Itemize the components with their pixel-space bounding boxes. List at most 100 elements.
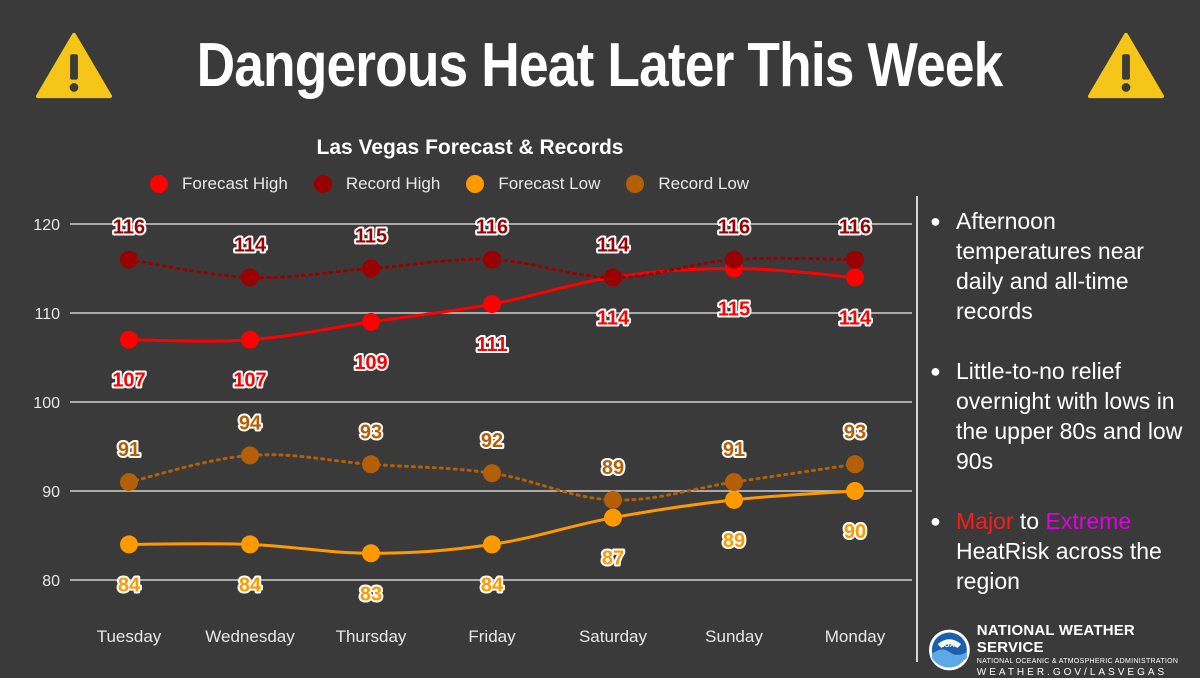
data-point xyxy=(241,446,259,465)
data-label: 114 xyxy=(597,307,630,329)
data-label: 84 xyxy=(239,574,262,596)
legend-label: Record Low xyxy=(658,174,750,193)
data-label: 91 xyxy=(118,439,140,461)
noaa-logo-text: NOAA xyxy=(939,642,959,649)
bullet-icon: ● xyxy=(930,211,941,231)
data-label: 89 xyxy=(723,530,745,552)
data-point xyxy=(604,268,622,287)
legend-swatch xyxy=(313,175,332,193)
data-label: 115 xyxy=(718,299,750,321)
y-tick-label: 80 xyxy=(42,573,60,590)
bullet-icon: ● xyxy=(930,361,941,381)
note-connector: to xyxy=(1013,508,1046,534)
nws-subtitle: NATIONAL OCEANIC & ATMOSPHERIC ADMINISTR… xyxy=(976,658,1179,665)
data-label: 84 xyxy=(481,574,504,596)
data-point xyxy=(846,455,864,474)
y-tick-label: 90 xyxy=(42,484,60,501)
note-item: ● Little-to-no relief overnight with low… xyxy=(930,356,1192,476)
note-text: Little-to-no relief overnight with lows … xyxy=(956,358,1183,474)
note-item: ● Afternoon temperatures near daily and … xyxy=(930,206,1192,326)
data-point xyxy=(846,482,864,500)
x-tick-label: Monday xyxy=(825,627,886,646)
legend-item: Record Low xyxy=(626,174,749,194)
data-label: 93 xyxy=(844,421,866,443)
data-point xyxy=(483,464,501,483)
x-tick-label: Friday xyxy=(468,627,516,646)
data-point xyxy=(483,250,501,269)
y-tick-label: 120 xyxy=(33,217,60,234)
data-point xyxy=(362,544,380,563)
x-tick-label: Thursday xyxy=(336,627,407,646)
data-point xyxy=(241,268,259,287)
legend-item: Forecast Low xyxy=(466,174,600,194)
legend-item: Forecast High xyxy=(150,174,288,194)
data-label: 107 xyxy=(112,370,145,392)
data-label: 115 xyxy=(355,226,387,248)
heatrisk-major: Major xyxy=(956,508,1014,534)
data-point xyxy=(725,250,743,269)
legend-label: Forecast Low xyxy=(498,174,601,193)
x-tick-label: Sunday xyxy=(705,627,763,646)
chart-plot: 80 90 100 110 120 Tuesday Wednesday Thursday Fri… xyxy=(33,215,912,646)
x-tick-label: Tuesday xyxy=(97,627,162,646)
data-point xyxy=(604,508,622,527)
data-point xyxy=(846,250,864,269)
data-point xyxy=(725,490,743,509)
data-label: 92 xyxy=(481,430,503,452)
chart-legend: Forecast High Record High Forecast Low Reco… xyxy=(150,172,775,196)
data-label: 84 xyxy=(118,574,141,596)
note-rest: HeatRisk across the region xyxy=(956,538,1162,594)
data-point xyxy=(362,312,380,331)
data-point xyxy=(362,259,380,278)
chart-title: Las Vegas Forecast & Records xyxy=(316,136,624,159)
heatrisk-extreme: Extreme xyxy=(1045,508,1132,534)
data-point xyxy=(241,330,259,349)
data-label: 111 xyxy=(476,334,507,356)
data-label: 116 xyxy=(113,217,145,239)
data-point xyxy=(120,473,138,492)
data-label: 114 xyxy=(839,307,872,329)
data-label: 91 xyxy=(723,439,745,461)
legend-item: Record High xyxy=(313,174,441,194)
noaa-logo-icon: NOAA xyxy=(928,629,970,671)
y-tick-label: 100 xyxy=(33,395,60,412)
note-text: Afternoon temperatures near daily and al… xyxy=(956,208,1144,324)
data-label: 116 xyxy=(476,217,508,239)
data-label: 87 xyxy=(602,548,624,570)
data-label: 109 xyxy=(354,352,387,374)
data-point xyxy=(725,473,743,492)
data-point xyxy=(483,535,501,554)
legend-swatch xyxy=(466,175,485,193)
notes-list: ● Afternoon temperatures near daily and … xyxy=(930,206,1192,626)
data-point xyxy=(120,250,138,269)
x-tick-label: Saturday xyxy=(579,627,648,646)
data-label: 114 xyxy=(597,234,630,256)
warning-icon xyxy=(1087,32,1164,99)
data-label: 94 xyxy=(239,412,262,434)
data-point xyxy=(120,330,138,349)
data-point xyxy=(120,535,138,554)
data-label: 116 xyxy=(839,217,871,239)
data-label: 107 xyxy=(233,370,266,392)
divider xyxy=(916,196,918,662)
note-text: Major to Extreme HeatRisk across the reg… xyxy=(956,506,1192,596)
page-title: Dangerous Heat Later This Week xyxy=(197,30,1004,100)
note-item: ● Major to Extreme HeatRisk across the r… xyxy=(930,506,1192,596)
data-label: 116 xyxy=(718,217,750,239)
nws-url[interactable]: WEATHER.GOV/LASVEGAS xyxy=(976,667,1168,678)
data-point xyxy=(846,268,864,287)
legend-label: Forecast High xyxy=(182,174,288,193)
nws-name: NATIONAL WEATHER SERVICE xyxy=(976,622,1135,656)
data-label: 90 xyxy=(844,521,866,543)
data-point xyxy=(241,535,259,554)
legend-swatch xyxy=(626,175,645,193)
data-label: 93 xyxy=(360,421,382,443)
warning-icon xyxy=(36,32,113,99)
legend-label: Record High xyxy=(345,174,441,193)
data-label: 89 xyxy=(602,457,624,479)
data-point xyxy=(362,455,380,474)
data-label: 83 xyxy=(360,583,382,605)
y-tick-label: 110 xyxy=(34,306,60,323)
data-point xyxy=(604,490,622,509)
data-label: 114 xyxy=(234,234,267,256)
